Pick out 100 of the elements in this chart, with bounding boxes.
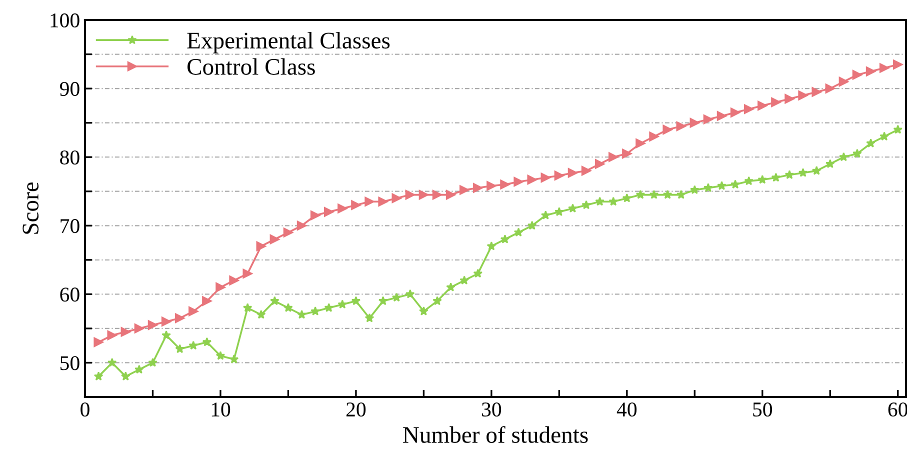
y-tick-label: 50 [60,356,80,370]
point [784,170,794,179]
point [310,210,320,220]
point [446,190,456,200]
x-tick-label: 10 [212,402,230,417]
point [622,148,632,159]
point [216,282,226,292]
point [839,152,848,162]
point [866,138,876,148]
point [568,168,578,178]
point [296,220,307,230]
x-tick-label: 0 [80,402,90,417]
point [351,200,361,210]
y-tick-label: 90 [60,82,80,96]
point [568,204,578,213]
point [242,303,252,312]
point [825,159,835,168]
point [838,76,849,87]
point [500,180,510,190]
point [636,190,646,199]
y-tick-label: 100 [50,13,80,28]
point [893,60,903,70]
x-tick-label: 20 [346,402,366,417]
point [582,200,591,210]
point [324,303,334,312]
point [594,159,605,169]
point [608,196,618,206]
point [730,108,740,118]
point [446,282,456,292]
point [486,241,496,250]
y-tick-label: 70 [60,219,80,234]
point [310,306,320,316]
point [338,300,348,309]
legend-label: Control Class [188,58,315,75]
point [825,84,835,94]
point [730,180,740,189]
point [188,340,198,350]
point [148,358,158,367]
point [595,196,604,206]
point [364,313,374,322]
point [649,132,659,142]
point [758,174,768,184]
point [703,114,714,124]
point [229,276,239,286]
point [690,185,700,194]
point [608,152,618,162]
point [554,170,564,180]
point [94,337,104,348]
point [256,310,266,319]
point [771,97,781,108]
point [459,185,470,195]
point [676,190,686,199]
point [771,172,781,182]
point [283,228,294,238]
point [419,306,428,316]
point [473,183,483,193]
point [175,344,184,354]
point [432,190,442,200]
point [162,330,171,340]
point [297,310,306,319]
point [784,94,794,104]
point [662,124,672,135]
point [134,324,144,334]
point [662,190,672,199]
point [798,168,808,177]
point [581,166,592,176]
y-axis-title: Score [22,182,39,234]
point [744,104,754,114]
point [256,241,266,252]
point [866,66,876,76]
point [554,207,564,216]
point [148,320,158,330]
point [120,372,130,380]
point [405,289,415,298]
point [717,181,726,190]
point [676,121,686,132]
point [107,330,117,340]
x-tick-label: 40 [616,402,637,417]
point [242,268,252,278]
point [798,90,808,100]
point [690,118,700,128]
point [540,172,550,183]
point [460,276,469,285]
point [174,313,185,324]
point [392,193,402,204]
point [270,234,280,244]
point [893,124,903,134]
point [270,296,280,306]
point [622,193,632,202]
x-tick-label: 30 [482,402,502,417]
point [852,148,862,158]
point [418,190,429,200]
point [880,132,889,141]
point [351,296,361,306]
point [758,100,768,111]
point [338,204,348,214]
point [812,87,822,97]
point [716,111,727,121]
point [500,234,510,244]
point [405,190,416,200]
